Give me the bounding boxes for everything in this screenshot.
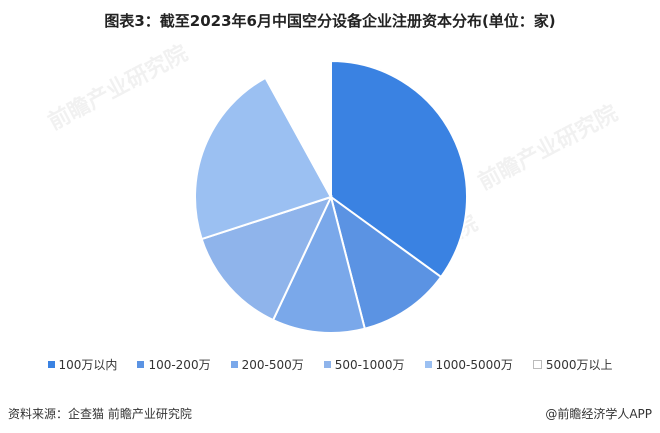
legend-item: 200-500万 bbox=[230, 356, 304, 373]
legend-swatch bbox=[323, 361, 331, 368]
legend-item: 100-200万 bbox=[137, 356, 211, 373]
legend-swatch bbox=[424, 361, 432, 368]
pie-slice bbox=[329, 194, 443, 330]
chart-legend: 100万以内 100-200万 200-500万 500-1000万 1000-5000… bbox=[0, 356, 660, 373]
legend-swatch bbox=[532, 360, 542, 369]
legend-label: 500-1000万 bbox=[334, 358, 405, 372]
pie-chart bbox=[194, 59, 468, 334]
legend-swatch bbox=[137, 361, 145, 368]
pie-slice bbox=[200, 195, 333, 322]
source-note: 资料来源：企查猫 前瞻产业研究院 bbox=[8, 407, 192, 421]
legend-label: 100万以内 bbox=[58, 358, 118, 372]
legend-item: 500-1000万 bbox=[323, 356, 405, 373]
pie-slice bbox=[271, 194, 367, 334]
legend-item: 1000-5000万 bbox=[424, 356, 513, 373]
pie-slice bbox=[264, 59, 332, 198]
legend-item: 100万以内 bbox=[47, 356, 118, 373]
legend-label: 100-200万 bbox=[148, 358, 211, 372]
legend-label: 200-500万 bbox=[241, 358, 304, 372]
legend-item: 5000万以上 bbox=[532, 356, 613, 373]
legend-swatch bbox=[230, 361, 238, 368]
pie-slice bbox=[194, 76, 333, 241]
legend-label: 1000-5000万 bbox=[435, 358, 513, 372]
chart-title: 图表3：截至2023年6月中国空分设备企业注册资本分布(单位：家) bbox=[104, 12, 556, 30]
legend-label: 5000万以上 bbox=[545, 358, 613, 372]
legend-swatch bbox=[47, 361, 55, 368]
credit-note: @前瞻经济学人APP bbox=[545, 407, 652, 421]
pie-slice bbox=[330, 59, 468, 279]
